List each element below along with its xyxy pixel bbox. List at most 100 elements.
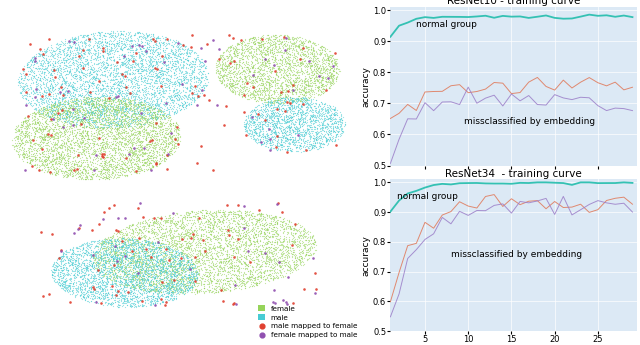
Point (114, 249, 124, 255)
Point (113, 257, 124, 262)
Point (150, 106, 160, 111)
Point (298, 132, 308, 138)
Point (186, 276, 196, 281)
Point (234, 61, 244, 66)
Point (184, 240, 194, 246)
Point (175, 289, 186, 294)
Point (155, 245, 165, 251)
Point (120, 255, 130, 261)
Point (50, 167, 60, 173)
Point (56, 105, 67, 110)
Point (277, 141, 287, 147)
Point (115, 78, 125, 83)
Point (122, 114, 132, 119)
Point (203, 234, 213, 239)
Point (162, 296, 172, 302)
Point (156, 289, 166, 295)
Point (157, 266, 167, 271)
Point (72, 107, 82, 112)
Point (296, 47, 306, 52)
Point (72, 37, 82, 42)
Point (45, 125, 56, 131)
Point (328, 124, 339, 129)
Point (296, 253, 306, 258)
Point (309, 135, 319, 141)
Point (35, 76, 45, 82)
Point (31, 88, 41, 93)
Point (145, 101, 155, 107)
Point (328, 58, 338, 63)
Point (220, 269, 230, 274)
Point (211, 222, 221, 228)
Point (53, 167, 63, 172)
Point (294, 125, 305, 130)
Point (104, 249, 115, 255)
Point (239, 254, 249, 260)
Point (67, 105, 77, 111)
Point (117, 120, 127, 125)
Point (311, 61, 321, 67)
Point (22, 121, 32, 127)
Point (85, 36, 95, 41)
Point (170, 46, 180, 52)
Point (306, 55, 316, 61)
Point (114, 158, 124, 163)
Point (139, 233, 149, 238)
Point (130, 257, 140, 262)
Point (201, 82, 211, 87)
Point (136, 72, 146, 77)
Point (38, 99, 49, 105)
Point (134, 87, 144, 92)
Point (65, 246, 75, 252)
Point (17, 145, 27, 151)
Point (260, 251, 271, 256)
Point (86, 115, 96, 121)
Point (50, 48, 60, 53)
Point (109, 149, 120, 154)
Point (188, 264, 198, 269)
Point (297, 248, 307, 254)
Point (46, 107, 56, 112)
Point (92, 240, 102, 246)
Point (166, 249, 177, 255)
Point (34, 127, 44, 132)
Point (221, 259, 231, 264)
Point (118, 268, 128, 274)
Point (259, 221, 269, 227)
Point (244, 275, 254, 280)
Point (189, 73, 199, 79)
Point (61, 282, 72, 288)
Point (87, 253, 97, 258)
Point (161, 248, 172, 254)
Point (98, 136, 108, 142)
Point (88, 259, 98, 265)
Point (116, 296, 127, 302)
Point (121, 298, 131, 303)
Point (137, 66, 147, 71)
Point (45, 139, 55, 144)
Point (71, 131, 81, 137)
Point (182, 93, 193, 99)
Point (164, 255, 174, 260)
Point (109, 256, 120, 262)
Point (41, 112, 51, 118)
Point (153, 49, 163, 55)
Point (153, 290, 163, 295)
Point (134, 275, 144, 280)
Point (56, 108, 67, 113)
Point (180, 217, 191, 222)
Point (159, 111, 169, 117)
Point (49, 78, 59, 83)
Point (337, 116, 347, 122)
Point (134, 250, 144, 256)
Point (90, 109, 100, 114)
Point (68, 173, 78, 178)
Point (120, 108, 131, 114)
Point (306, 133, 316, 139)
Point (58, 112, 68, 118)
Point (147, 294, 157, 300)
Point (263, 238, 273, 244)
Point (280, 270, 291, 276)
Point (107, 85, 117, 90)
Point (271, 113, 282, 118)
